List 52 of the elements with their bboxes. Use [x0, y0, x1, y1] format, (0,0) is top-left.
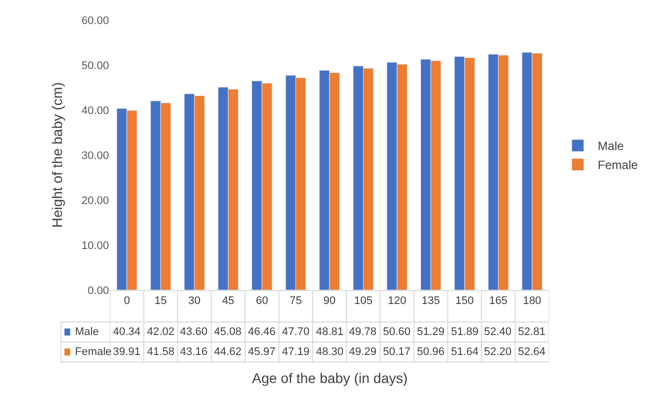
y-tick-label: 20.00: [81, 194, 109, 207]
x-tick-label: 135: [422, 295, 440, 308]
data-label: 51.29: [417, 326, 445, 338]
data-label: 52.40: [484, 326, 512, 338]
y-tick-label: 40.00: [81, 104, 109, 117]
data-label: 43.60: [180, 326, 208, 338]
data-label: 47.19: [282, 346, 310, 358]
data-label: 39.91: [113, 346, 141, 358]
data-label: 47.70: [282, 326, 310, 338]
y-tick-label: 10.00: [81, 240, 109, 252]
data-label: 50.17: [383, 346, 411, 358]
data-label: 44.62: [214, 346, 242, 358]
x-tick-label: 90: [323, 295, 336, 308]
x-tick-label: 105: [354, 295, 372, 308]
text: Male: [598, 139, 624, 154]
y-tick-label: 60.00: [81, 14, 109, 27]
y-axis-title: Height of the baby (cm): [49, 82, 66, 228]
x-tick-label: 120: [388, 295, 406, 308]
x-tick-label: 15: [154, 295, 167, 308]
data-label: 51.64: [451, 346, 479, 358]
data-label: 50.60: [383, 326, 411, 338]
data-label: 40.34: [113, 326, 141, 338]
legend-label: Male: [75, 326, 99, 338]
x-tick-label: 60: [256, 295, 268, 308]
x-tick-label: 0: [124, 295, 130, 308]
data-label: 49.78: [349, 326, 377, 338]
text: Female: [75, 346, 112, 358]
data-label: 52.81: [518, 326, 546, 338]
x-tick-label: 75: [290, 295, 302, 308]
data-label: 48.81: [316, 326, 344, 338]
y-tick-label: 50.00: [81, 60, 109, 72]
data-label: 49.29: [349, 346, 377, 358]
data-label: 52.20: [484, 346, 512, 358]
x-tick-label: 165: [489, 295, 508, 308]
data-label: 51.89: [451, 326, 479, 338]
data-label: 42.02: [147, 326, 175, 338]
x-tick-label: 150: [455, 295, 474, 308]
data-label: 41.58: [147, 346, 175, 358]
x-tick-label: 45: [222, 295, 234, 308]
legend-label: Female: [598, 158, 638, 172]
data-label: 45.08: [214, 326, 242, 338]
x-tick-label: 30: [188, 295, 201, 308]
data-label: 45.97: [248, 346, 276, 358]
data-label: 48.30: [316, 346, 344, 358]
y-tick-label: 30.00: [81, 150, 109, 162]
data-label: 46.46: [248, 326, 276, 338]
y-tick-label: 0.00: [88, 284, 109, 297]
x-axis-title: Age of the baby (in days): [252, 370, 408, 386]
x-tick-label: 180: [522, 295, 542, 308]
data-label: 52.64: [518, 346, 546, 358]
data-label: 43.16: [180, 346, 208, 358]
data-label: 50.96: [417, 346, 445, 358]
